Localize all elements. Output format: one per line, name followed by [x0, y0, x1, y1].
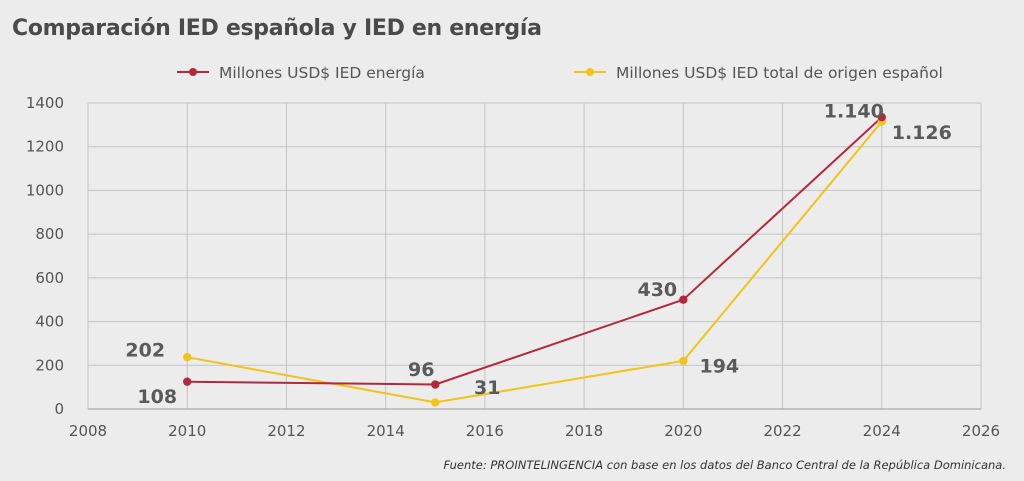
x-tick-label: 2010 [168, 422, 206, 440]
series-lines [187, 116, 883, 404]
x-tick-label: 2020 [664, 422, 702, 440]
data-labels: 108 96 430 1.140 202 31 194 1.126 [125, 101, 951, 408]
x-tick-label: 2016 [466, 422, 504, 440]
data-point [877, 113, 886, 122]
y-tick-label: 600 [35, 269, 64, 287]
data-label: 430 [637, 279, 677, 301]
data-point [431, 380, 440, 389]
legend-marker [586, 68, 594, 76]
legend: Millones USD$ IED energía Millones USD$ I… [177, 64, 943, 82]
y-tick-label: 0 [54, 400, 64, 418]
x-tick-label: 2008 [69, 422, 107, 440]
x-tick-label: 2026 [962, 422, 1000, 440]
data-point [183, 377, 192, 386]
data-label: 1.140 [824, 101, 884, 123]
plot-area [88, 103, 981, 409]
y-tick-label: 1400 [26, 94, 64, 112]
grid [87, 102, 982, 410]
series-line [187, 116, 883, 386]
data-point [183, 352, 192, 362]
legend-label: Millones USD$ IED energía [219, 64, 425, 82]
data-point [679, 295, 688, 304]
x-tick-label: 2024 [863, 422, 901, 440]
legend-label: Millones USD$ IED total de origen españo… [616, 64, 943, 82]
data-point [431, 398, 440, 407]
y-tick-label: 200 [35, 356, 64, 374]
y-tick-label: 1000 [26, 181, 64, 199]
source-note: Fuente: PROINTELINGENCIA con base en los… [443, 458, 1006, 472]
data-label: 194 [699, 355, 739, 377]
x-tick-label: 2014 [367, 422, 405, 440]
data-label: 202 [125, 340, 165, 362]
data-label: 1.126 [892, 122, 952, 144]
y-tick-label: 400 [35, 313, 64, 331]
x-tick-label: 2018 [565, 422, 603, 440]
x-tick-label: 2012 [267, 422, 305, 440]
chart-title: Comparación IED española y IED en energí… [12, 16, 542, 41]
data-label: 96 [408, 359, 434, 381]
series-points [183, 113, 886, 407]
data-point [679, 356, 688, 366]
series-line [187, 120, 883, 404]
axis-tick-labels: 2008 2010 2012 2014 2016 2018 2020 2022 2024 2026… [26, 94, 1000, 440]
legend-marker [189, 68, 197, 76]
y-tick-label: 1200 [26, 138, 64, 156]
y-tick-label: 800 [35, 225, 64, 243]
data-label: 31 [474, 377, 500, 399]
data-label: 108 [137, 386, 177, 408]
x-tick-label: 2022 [763, 422, 801, 440]
